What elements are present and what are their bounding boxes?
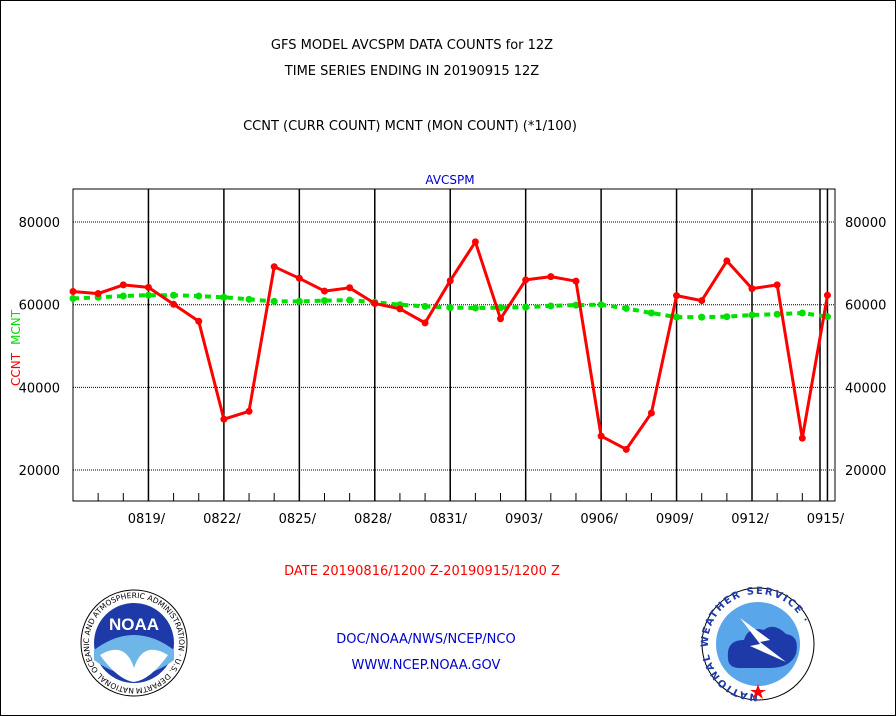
ncep-url-link[interactable]: WWW.NCEP.NOAA.GOV (351, 658, 501, 673)
series-layer (69, 238, 831, 453)
mcnt-data-point (572, 301, 580, 309)
axis-layer (72, 188, 836, 502)
date-range-label: DATE 20190816/1200 Z-20190915/1200 Z (284, 564, 560, 579)
mcnt-data-point (421, 302, 429, 310)
mcnt-data-point (220, 293, 228, 301)
chart-title-line1: GFS MODEL AVCSPM DATA COUNTS for 12Z (270, 38, 554, 53)
ccnt-data-point (94, 290, 102, 298)
mcnt-data-point (471, 304, 479, 312)
ccnt-data-point (346, 284, 354, 292)
ccnt-data-point (195, 317, 203, 325)
mcnt-data-point (245, 295, 253, 303)
mcnt-data-point (723, 313, 731, 321)
mcnt-data-point (622, 304, 630, 312)
plot-frame (72, 188, 836, 502)
ccnt-data-point (673, 292, 681, 300)
mcnt-data-point (748, 311, 756, 319)
ccnt-data-point (798, 434, 806, 442)
y-axis-label: CCNT MCNT (9, 309, 23, 386)
mcnt-data-point (547, 302, 555, 310)
mcnt-data-point (522, 303, 530, 311)
x-tick-label: 0828/ (354, 512, 392, 527)
x-tick-label: 0909/ (656, 512, 694, 527)
plot-title: AVCSPM (425, 173, 474, 187)
mcnt-data-point (119, 292, 127, 300)
mcnt-data-point (798, 309, 806, 317)
mcnt-data-point (773, 310, 781, 318)
ccnt-data-point (497, 315, 505, 323)
ccnt-data-point (220, 415, 228, 423)
mcnt-data-point (270, 297, 278, 305)
ccnt-data-point (144, 283, 152, 291)
ccnt-data-point (597, 432, 605, 440)
mcnt-data-point (295, 297, 303, 305)
mcnt-data-point (698, 313, 706, 321)
ccnt-data-point (698, 297, 706, 305)
ccnt-data-point (421, 319, 429, 327)
y-tick-label-left: 20000 (19, 464, 60, 479)
org-line: DOC/NOAA/NWS/NCEP/NCO (336, 632, 516, 647)
y-tick-label-right: 40000 (845, 381, 886, 396)
ccnt-data-point (823, 291, 831, 299)
mcnt-data-point (170, 291, 178, 299)
ccnt-data-point (572, 277, 580, 285)
ccnt-data-point (170, 300, 178, 308)
mcnt-data-point (446, 304, 454, 312)
chart-title-line2: TIME SERIES ENDING IN 20190915 12Z (284, 64, 540, 79)
ccnt-data-point (69, 287, 77, 295)
y-tick-label-left: 80000 (19, 216, 60, 231)
mcnt-data-point (823, 313, 831, 321)
label-layer: 20000 20000 40000 40000 60000 60000 80000 80000… (9, 173, 886, 527)
ccnt-data-point (119, 281, 127, 289)
x-tick-label: 0819/ (128, 512, 166, 527)
mcnt-data-point (144, 291, 152, 299)
y-tick-label-right: 60000 (845, 299, 886, 314)
ccnt-data-point (446, 277, 454, 285)
ccnt-data-point (647, 409, 655, 417)
mcnt-data-point (346, 296, 354, 304)
mcnt-data-point (647, 309, 655, 317)
ccnt-data-point (270, 263, 278, 271)
x-tick-label: 0912/ (731, 512, 769, 527)
ccnt-data-point (547, 273, 555, 281)
grid-layer (73, 189, 835, 501)
mcnt-data-point (320, 297, 328, 305)
ccnt-data-point (522, 276, 530, 284)
x-tick-label: 0822/ (203, 512, 241, 527)
ccnt-data-point (748, 285, 756, 293)
x-tick-label: 0825/ (279, 512, 317, 527)
y-tick-label-right: 20000 (845, 464, 886, 479)
x-tick-label: 0831/ (429, 512, 467, 527)
ccnt-data-point (245, 407, 253, 415)
ccnt-data-point (295, 274, 303, 282)
ccnt-axis-label: CCNT (9, 352, 23, 386)
ccnt-data-point (396, 305, 404, 313)
ccnt-data-point (773, 281, 781, 289)
x-tick-label: 0906/ (580, 512, 618, 527)
y-tick-label-left: 60000 (19, 299, 60, 314)
ccnt-data-point (723, 257, 731, 265)
y-tick-label-right: 80000 (845, 216, 886, 231)
ccnt-data-point (320, 287, 328, 295)
chart-subtitle: CCNT (CURR COUNT) MCNT (MON COUNT) (*1/1… (243, 119, 577, 134)
y-tick-label-left: 40000 (19, 381, 60, 396)
mcnt-data-point (673, 313, 681, 321)
mcnt-axis-label: MCNT (9, 309, 23, 345)
mcnt-data-point (195, 292, 203, 300)
ccnt-data-point (622, 445, 630, 453)
mcnt-data-point (69, 295, 77, 303)
x-tick-label: 0915/ (807, 512, 845, 527)
mcnt-data-point (597, 301, 605, 309)
ccnt-data-point (471, 238, 479, 246)
x-tick-label: 0903/ (505, 512, 543, 527)
ccnt-data-point (371, 299, 379, 307)
